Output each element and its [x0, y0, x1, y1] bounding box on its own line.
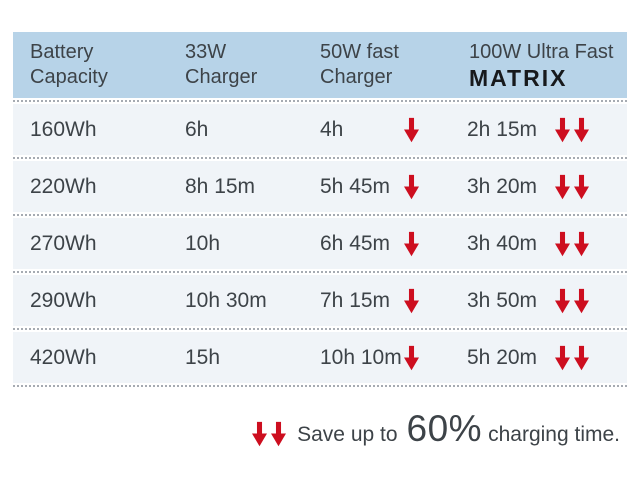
- charger-100w-cell: 5h 20m: [455, 345, 627, 371]
- header-line: Charger: [320, 66, 393, 88]
- battery-capacity-cell: 270Wh: [30, 231, 97, 255]
- charger-50w-cell: 4h: [320, 117, 455, 143]
- charge-time-value: 6h 45m: [320, 231, 391, 255]
- double-down-arrow-icon: [555, 117, 589, 143]
- table-row: 420Wh 15h 10h 10m 5h 20m: [13, 332, 627, 383]
- charger-50w-cell: 7h 15m: [320, 288, 455, 314]
- charge-time-value: 4h: [320, 117, 344, 141]
- charger-100w-cell: 2h 15m: [455, 117, 627, 143]
- charger-50w-cell: 6h 45m: [320, 231, 455, 257]
- table-header: Battery Capacity 33W Charger 50W fast Ch…: [13, 32, 627, 98]
- table-row: 160Wh 6h 4h 2h 15m: [13, 104, 627, 155]
- charge-time-value: 3h 20m: [467, 174, 538, 198]
- table-row: 220Wh 8h 15m 5h 45m 3h 20m: [13, 161, 627, 212]
- charger-100w-cell: 3h 50m: [455, 288, 627, 314]
- charger-50w-cell: 5h 45m: [320, 174, 455, 200]
- battery-capacity-cell: 420Wh: [30, 345, 97, 369]
- header-line: Charger: [185, 66, 258, 88]
- header-line: 50W fast: [320, 41, 399, 63]
- down-arrow-icon: [252, 421, 268, 447]
- down-arrow-icon: [574, 345, 589, 370]
- down-arrow-icon: [574, 231, 589, 256]
- charge-time-value: 5h 45m: [320, 174, 391, 198]
- down-arrow-icon: [404, 345, 419, 370]
- down-arrow-icon: [404, 288, 419, 313]
- table-row: 290Wh 10h 30m 7h 15m 3h 50m: [13, 275, 627, 326]
- down-arrow-icon: [555, 345, 570, 370]
- charge-time-value: 3h 50m: [467, 288, 538, 312]
- dotted-separator: [13, 328, 627, 330]
- down-arrow-icon: [555, 117, 570, 142]
- down-arrow-icon: [404, 231, 419, 256]
- battery-capacity-cell: 290Wh: [30, 288, 97, 312]
- down-arrow-icon: [574, 174, 589, 199]
- battery-capacity-cell: 160Wh: [30, 117, 97, 141]
- header-100w-ultra-fast: 100W Ultra Fast MATRIX: [455, 40, 627, 91]
- charging-time-table: Battery Capacity 33W Charger 50W fast Ch…: [13, 32, 627, 389]
- charge-time-value: 3h 40m: [467, 231, 538, 255]
- charge-time-value: 7h 15m: [320, 288, 391, 312]
- charger-33w-cell: 10h: [185, 231, 221, 255]
- down-arrow-icon: [555, 174, 570, 199]
- charger-50w-cell: 10h 10m: [320, 345, 455, 371]
- savings-percent: 60%: [406, 408, 483, 449]
- table-row: 270Wh 10h 6h 45m 3h 40m: [13, 218, 627, 269]
- header-line: 100W Ultra Fast: [469, 40, 614, 63]
- charger-100w-cell: 3h 20m: [455, 174, 627, 200]
- double-down-arrow-icon: [252, 421, 287, 447]
- header-33w-charger: 33W Charger: [185, 40, 320, 90]
- charger-33w-cell: 10h 30m: [185, 288, 267, 312]
- charger-33w-cell: 8h 15m: [185, 174, 256, 198]
- dotted-separator: [13, 214, 627, 216]
- down-arrow-icon: [555, 231, 570, 256]
- header-50w-fast-charger: 50W fast Charger: [320, 40, 455, 90]
- charge-time-value: 5h 20m: [467, 345, 538, 369]
- down-arrow-icon: [574, 117, 589, 142]
- dotted-separator: [13, 157, 627, 159]
- charger-33w-cell: 6h: [185, 117, 209, 141]
- down-arrow-icon: [574, 288, 589, 313]
- battery-capacity-cell: 220Wh: [30, 174, 97, 198]
- header-battery-capacity: Battery Capacity: [13, 40, 185, 90]
- down-arrow-icon: [404, 117, 419, 142]
- header-line: 33W: [185, 41, 227, 63]
- down-arrow-icon: [271, 421, 287, 447]
- savings-text-prefix: Save up to: [297, 423, 398, 446]
- savings-note: Save up to 60% charging time.: [252, 408, 620, 450]
- down-arrow-icon: [555, 288, 570, 313]
- charge-time-value: 2h 15m: [467, 117, 538, 141]
- charger-100w-cell: 3h 40m: [455, 231, 627, 257]
- double-down-arrow-icon: [555, 174, 589, 200]
- double-down-arrow-icon: [555, 345, 589, 371]
- charge-time-value: 10h 10m: [320, 345, 402, 369]
- header-line: Capacity: [30, 66, 108, 88]
- dotted-separator: [13, 271, 627, 273]
- double-down-arrow-icon: [555, 231, 589, 257]
- down-arrow-icon: [404, 174, 419, 199]
- savings-text-suffix: charging time.: [488, 423, 620, 446]
- dotted-separator: [13, 100, 627, 102]
- dotted-separator: [13, 385, 627, 387]
- matrix-logo: MATRIX: [469, 64, 568, 91]
- header-line: Battery: [30, 41, 94, 63]
- double-down-arrow-icon: [555, 288, 589, 314]
- charger-33w-cell: 15h: [185, 345, 221, 369]
